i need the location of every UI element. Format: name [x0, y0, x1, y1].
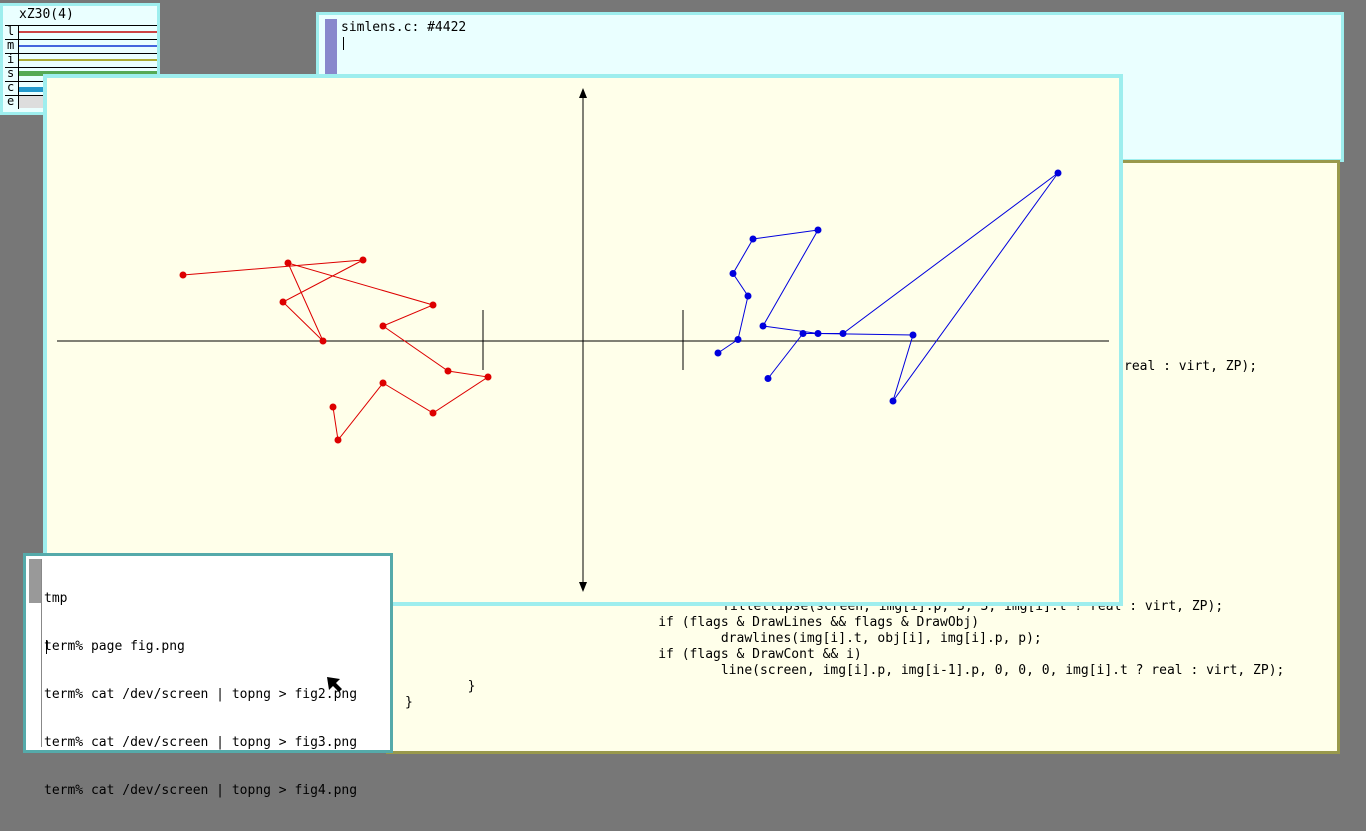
object-point	[284, 259, 292, 267]
stats-row-label: s	[7, 66, 15, 80]
image-point	[909, 331, 917, 339]
image-point	[814, 226, 822, 234]
stats-row-label: m	[7, 38, 15, 52]
image-point	[799, 330, 807, 337]
code-line[interactable]: drawlines(img[i].t, obj[i], img[i].p, p)…	[533, 631, 1042, 646]
simlens-tag-text[interactable]: simlens.c: #4422	[341, 20, 467, 35]
scrollbar-thumb[interactable]	[29, 559, 41, 603]
image-point	[1054, 169, 1062, 177]
code-line[interactable]: real : virt, ZP);	[1124, 359, 1258, 374]
image-point	[764, 375, 772, 382]
object-point	[444, 367, 452, 375]
image-point	[734, 336, 742, 343]
object-point	[429, 409, 437, 417]
stats-row-intr: i	[5, 53, 157, 67]
mouse-pointer-icon	[327, 677, 342, 692]
terminal-line: term% page fig.png	[44, 639, 185, 654]
lens-diagram	[57, 88, 1109, 592]
object-point	[379, 322, 387, 330]
image-point	[744, 292, 752, 300]
stats-row-label: e	[7, 94, 15, 108]
terminal-scrollbar[interactable]	[29, 559, 42, 747]
terminal-line: term% cat /dev/screen | topng > fig3.png	[44, 735, 358, 750]
stats-row-syscall: s	[5, 67, 157, 81]
code-line[interactable]: }	[405, 695, 413, 710]
object-path	[182, 259, 490, 442]
code-line[interactable]: }	[405, 679, 476, 694]
image-point	[759, 322, 767, 330]
arrow-up-icon	[579, 88, 587, 98]
stats-row-load: l	[5, 25, 157, 39]
image-point	[729, 270, 737, 277]
object-points	[179, 256, 492, 444]
image-point	[889, 397, 897, 405]
object-point	[329, 403, 337, 411]
terminal-window[interactable]: tmp term% page fig.png term% cat /dev/sc…	[23, 553, 393, 798]
stats-trace	[19, 45, 157, 47]
image-point	[839, 330, 847, 337]
stats-trace	[19, 31, 157, 33]
text-cursor	[46, 640, 47, 654]
figure-window[interactable]	[43, 74, 1123, 606]
code-line[interactable]: if (flags & DrawLines && flags & DrawObj…	[533, 615, 980, 630]
axes	[57, 88, 1109, 592]
text-cursor	[343, 37, 344, 50]
stats-title: xZ30(4)	[19, 7, 74, 22]
stats-row-mem: m	[5, 39, 157, 53]
object-point	[334, 436, 342, 444]
stats-row-label: i	[7, 52, 15, 66]
terminal-output[interactable]: tmp term% page fig.png term% cat /dev/sc…	[44, 559, 357, 831]
code-line[interactable]: if (flags & DrawCont && i)	[533, 647, 862, 662]
image-points	[714, 169, 1062, 405]
object-point	[279, 298, 287, 306]
image-point	[714, 349, 722, 357]
object-point	[359, 256, 367, 264]
code-line[interactable]: line(screen, img[i].p, img[i-1].p, 0, 0,…	[533, 663, 1285, 678]
image-path	[717, 172, 1059, 402]
stats-row-label: c	[7, 80, 15, 94]
stats-row-label: l	[7, 24, 15, 38]
object-point	[179, 271, 187, 279]
object-point	[429, 301, 437, 309]
terminal-line: tmp	[44, 591, 68, 606]
image-point	[814, 330, 822, 337]
terminal-line: term% cat /dev/screen | topng > fig2.png	[44, 687, 358, 702]
object-point	[484, 373, 492, 381]
arrow-down-icon	[579, 582, 587, 592]
object-point	[319, 337, 327, 345]
stats-trace	[19, 71, 157, 76]
stats-trace	[19, 59, 157, 61]
terminal-line: term% cat /dev/screen | topng > fig4.png	[44, 783, 358, 798]
object-point	[379, 379, 387, 387]
image-point	[749, 235, 757, 243]
